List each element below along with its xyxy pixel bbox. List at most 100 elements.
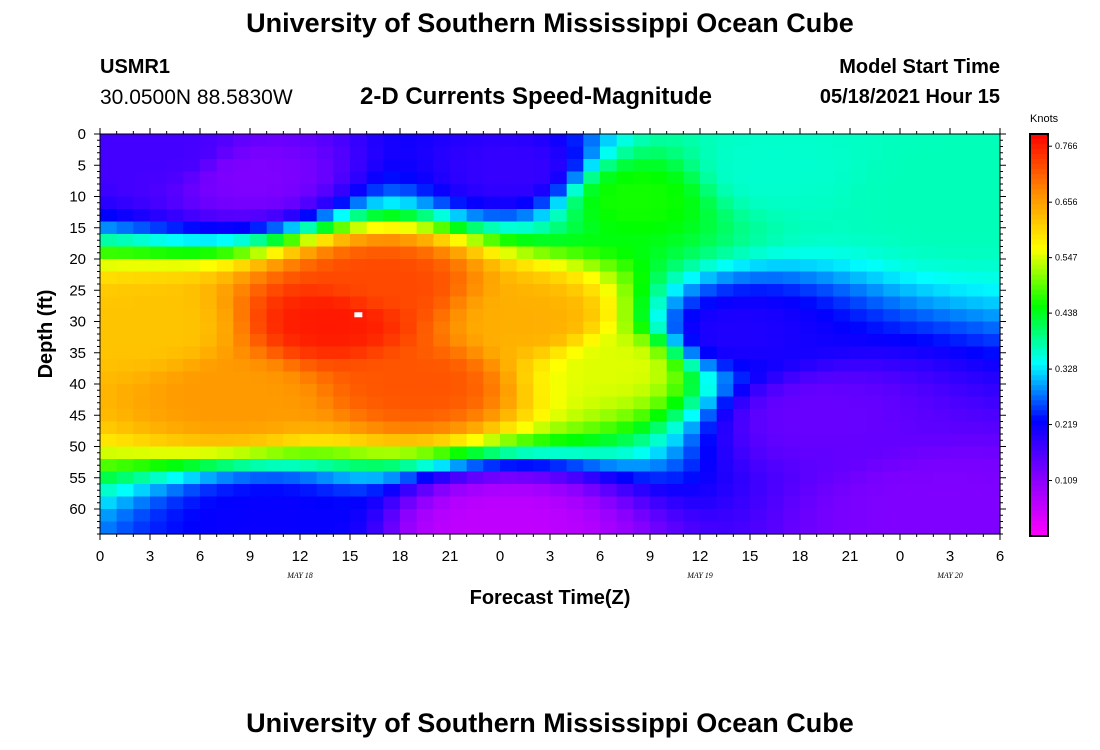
heatmap-cell — [166, 359, 184, 373]
heatmap-cell — [883, 509, 901, 523]
heatmap-cell — [350, 159, 368, 173]
heatmap-cell — [316, 459, 334, 473]
heatmap-cell — [466, 284, 484, 298]
heatmap-cell — [866, 209, 884, 223]
heatmap-cell — [683, 196, 701, 210]
heatmap-cell — [566, 309, 584, 323]
heatmap-cell — [533, 309, 551, 323]
heatmap-cell — [800, 134, 818, 148]
heatmap-cell — [633, 259, 651, 273]
heatmap-cell — [566, 346, 584, 360]
heatmap-cell — [133, 146, 151, 160]
heatmap-cell — [366, 171, 384, 185]
heatmap-cell — [300, 521, 318, 535]
heatmap-cell — [333, 471, 351, 485]
heatmap-cell — [800, 234, 818, 248]
heatmap-cell — [366, 246, 384, 260]
heatmap-cell — [666, 346, 684, 360]
colorbar-segment — [1030, 405, 1048, 411]
heatmap-cell — [816, 321, 834, 335]
heatmap-cell — [200, 221, 218, 235]
x-tick-label: 0 — [96, 548, 104, 565]
heatmap-cell — [100, 484, 118, 498]
heatmap-cell — [500, 271, 518, 285]
heatmap-cell — [883, 246, 901, 260]
colorbar-segment — [1030, 209, 1048, 216]
heatmap-cell — [600, 409, 618, 423]
heatmap-cell — [950, 484, 968, 498]
heatmap-cell — [200, 484, 218, 498]
heatmap-cell — [400, 296, 418, 310]
heatmap-cell — [233, 484, 251, 498]
heatmap-cell — [516, 171, 534, 185]
heatmap-cell — [900, 471, 918, 485]
heatmap-cell — [666, 434, 684, 448]
heatmap-cell — [550, 159, 568, 173]
heatmap-cell — [600, 321, 618, 335]
heatmap-cell — [800, 159, 818, 173]
heatmap-cell — [833, 446, 851, 460]
heatmap-cell — [583, 509, 601, 523]
heatmap-cell — [633, 384, 651, 398]
heatmap-cell — [233, 509, 251, 523]
heatmap-cell — [600, 284, 618, 298]
colorbar-segment — [1030, 400, 1048, 406]
heatmap-cell — [433, 359, 451, 373]
heatmap-cell — [683, 359, 701, 373]
heatmap-cell — [616, 321, 634, 335]
heatmap-cell — [300, 209, 318, 223]
heatmap-cell — [850, 346, 868, 360]
heatmap-cell — [550, 384, 568, 398]
heatmap-cell — [866, 309, 884, 323]
heatmap-cell — [733, 134, 751, 148]
heatmap-cell — [816, 196, 834, 210]
heatmap-cell — [666, 509, 684, 523]
heatmap-cell — [283, 446, 301, 460]
heatmap-cell — [350, 371, 368, 385]
heatmap-cell — [733, 521, 751, 535]
heatmap-cell — [700, 459, 718, 473]
heatmap-cell — [733, 484, 751, 498]
colorbar-segment — [1030, 174, 1048, 180]
heatmap-cell — [916, 421, 934, 435]
heatmap-cell — [583, 284, 601, 298]
heatmap-cell — [433, 434, 451, 448]
colorbar-frame — [1029, 133, 1049, 537]
heatmap-cell — [783, 509, 801, 523]
heatmap-cell — [900, 246, 918, 260]
heatmap-cell — [550, 359, 568, 373]
heatmap-cell — [950, 171, 968, 185]
heatmap-cell — [500, 309, 518, 323]
heatmap-cell — [116, 446, 134, 460]
heatmap-cell — [333, 171, 351, 185]
heatmap-cell — [600, 221, 618, 235]
heatmap-cell — [783, 259, 801, 273]
y-tick-label: 25 — [69, 282, 86, 299]
heatmap-cell — [166, 446, 184, 460]
heatmap-cell — [850, 496, 868, 510]
heatmap-cell — [166, 209, 184, 223]
heatmap-cell — [383, 434, 401, 448]
heatmap-cell — [466, 496, 484, 510]
heatmap-cell — [250, 459, 268, 473]
heatmap-cell — [650, 346, 668, 360]
heatmap-cell — [950, 321, 968, 335]
heatmap-cell — [716, 421, 734, 435]
colorbar-tick-label: 0.328 — [1055, 364, 1078, 374]
heatmap-cell — [750, 521, 768, 535]
heatmap-cell — [333, 321, 351, 335]
heatmap-cell — [933, 309, 951, 323]
heatmap-cell — [133, 421, 151, 435]
heatmap-cell — [833, 296, 851, 310]
heatmap-cell — [650, 171, 668, 185]
heatmap-cell — [516, 496, 534, 510]
heatmap-cell — [616, 134, 634, 148]
heatmap-cell — [883, 221, 901, 235]
heatmap-cell — [566, 446, 584, 460]
heatmap-cell — [250, 334, 268, 348]
heatmap-cell — [966, 459, 984, 473]
heatmap-cell — [616, 459, 634, 473]
heatmap-cell — [933, 396, 951, 410]
heatmap-cell — [866, 271, 884, 285]
colorbar-tick-label: 0.656 — [1055, 197, 1078, 207]
